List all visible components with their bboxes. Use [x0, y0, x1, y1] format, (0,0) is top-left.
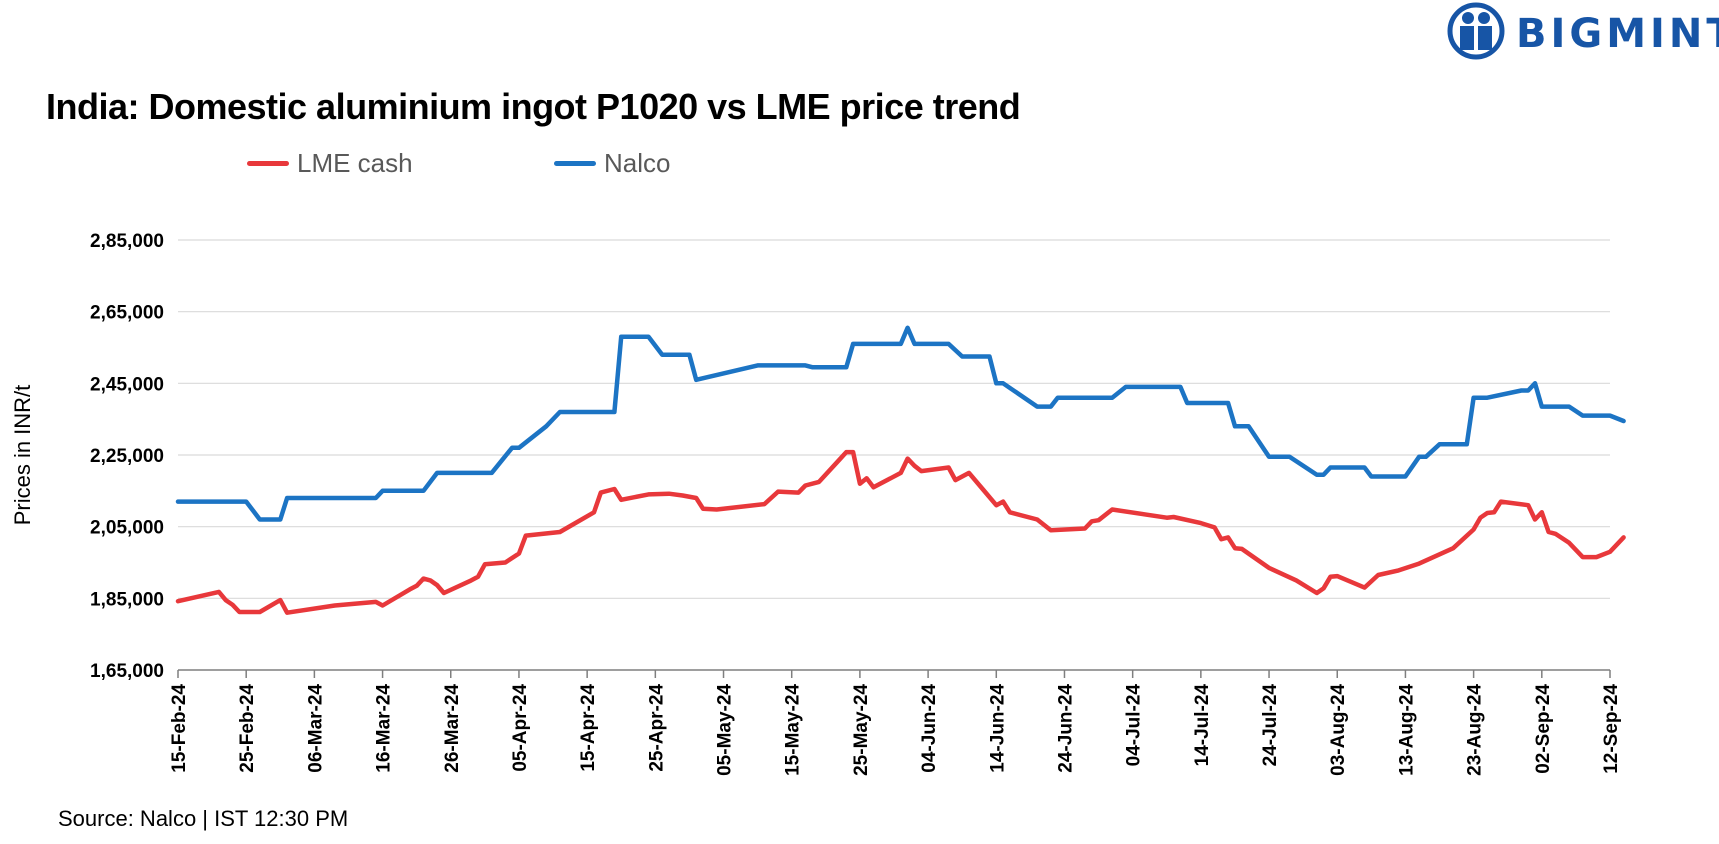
line-chart: 1,65,000 1,85,000 2,05,000 2,25,000 2,45,000…: [10, 231, 1626, 776]
legend-item-lme: LME cash: [247, 148, 413, 179]
y-tick-label: 2,85,000: [90, 231, 164, 252]
x-tick-label: 25-Feb-24: [237, 684, 258, 773]
x-tick-label: 24-Jun-24: [1055, 684, 1076, 773]
source-note: Source: Nalco | IST 12:30 PM: [58, 806, 349, 831]
x-tick-label: 16-Mar-24: [374, 684, 395, 773]
x-tick-label: 25-Apr-24: [646, 684, 667, 772]
x-tick-label: 15-Feb-24: [169, 684, 190, 773]
x-tick-label: 04-Jun-24: [919, 684, 940, 773]
series-line-nalco: [175, 325, 1626, 522]
x-tick-label: 25-May-24: [851, 684, 872, 776]
x-tick-label: 24-Jul-24: [1260, 684, 1281, 767]
x-tick-label: 15-May-24: [783, 684, 804, 776]
y-tick-label: 1,65,000: [90, 661, 164, 682]
x-tick-label: 14-Jul-24: [1192, 684, 1213, 767]
x-tick-label: 15-Apr-24: [578, 684, 599, 772]
y-axis-label: Prices in INR/t: [10, 385, 35, 526]
chart-title: India: Domestic aluminium ingot P1020 vs…: [46, 86, 1021, 127]
x-tick-label: 14-Jun-24: [987, 684, 1008, 773]
legend-label-nalco: Nalco: [604, 148, 671, 178]
x-tick-label: 04-Jul-24: [1124, 684, 1145, 767]
y-tick-label: 1,85,000: [90, 589, 164, 610]
legend-item-nalco: Nalco: [554, 148, 670, 179]
chart-legend: LME cash Nalco: [0, 148, 900, 182]
x-tick-label: 23-Aug-24: [1465, 684, 1486, 776]
legend-swatch-lme: [247, 161, 289, 166]
y-tick-label: 2,65,000: [90, 303, 164, 324]
x-tick-label: 05-Apr-24: [510, 684, 531, 772]
x-tick-label: 12-Sep-24: [1601, 684, 1622, 774]
x-tick-label: 03-Aug-24: [1328, 684, 1349, 776]
legend-swatch-nalco: [554, 161, 596, 166]
x-tick-label: 06-Mar-24: [305, 684, 326, 773]
y-tick-label: 2,45,000: [90, 374, 164, 395]
brand-name: BIGMINT: [1516, 11, 1719, 57]
x-tick-label: 05-May-24: [715, 684, 736, 776]
x-tick-label: 26-Mar-24: [442, 684, 463, 773]
bigmint-people-icon: [1447, 2, 1505, 60]
series-line-lme-cash: [175, 449, 1626, 615]
bigmint-logo: BIGMINT: [1444, 2, 1719, 60]
legend-label-lme: LME cash: [297, 148, 413, 178]
y-tick-label: 2,05,000: [90, 518, 164, 539]
x-tick-label: 02-Sep-24: [1533, 684, 1554, 774]
x-tick-label: 13-Aug-24: [1396, 684, 1417, 776]
y-tick-label: 2,25,000: [90, 446, 164, 467]
